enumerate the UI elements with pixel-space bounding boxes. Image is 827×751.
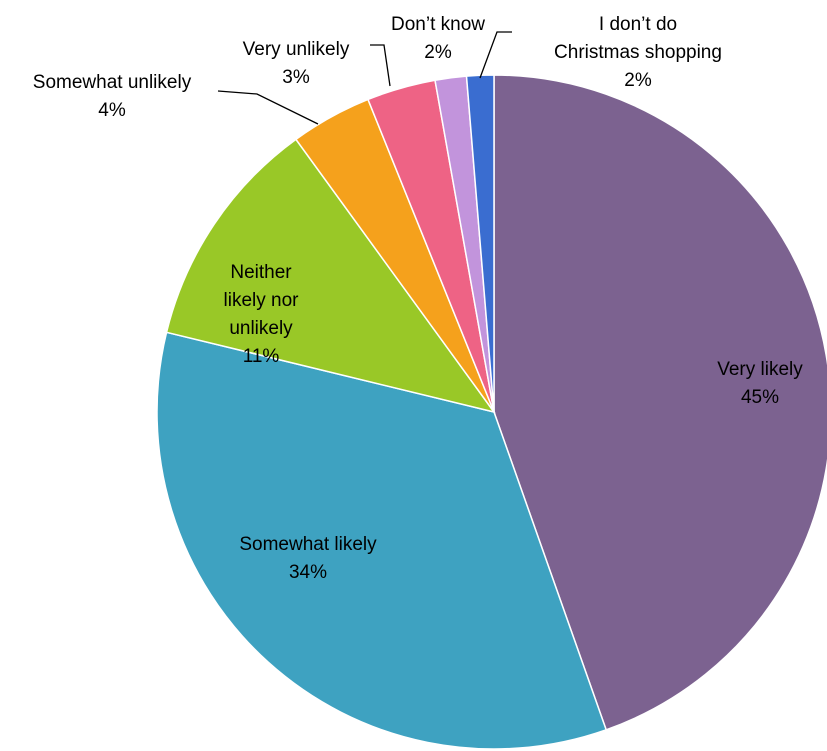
leader-line-very-unlikely bbox=[370, 44, 391, 87]
slice-label-somewhat-likely: Somewhat likely 34% bbox=[239, 534, 377, 583]
slice-label-line: unlikely bbox=[229, 318, 293, 339]
slice-labels: Very likely 45% Somewhat likely 34% Neither l… bbox=[33, 14, 803, 583]
leader-line-dont-know bbox=[479, 31, 512, 79]
slice-label-line: Neither bbox=[230, 262, 292, 283]
slice-label-line: likely nor bbox=[224, 290, 300, 311]
slice-percent-label: 2% bbox=[624, 70, 652, 91]
slice-very-likely bbox=[493, 74, 827, 731]
slice-label-i-dont-do-christmas-shopping: I don’t do Christmas shopping 2% bbox=[554, 14, 722, 91]
slice-label-neither-likely-nor-unlikely: Neither likely nor unlikely 11% bbox=[224, 262, 300, 367]
slice-percent-label: 3% bbox=[282, 67, 310, 88]
slice-label-dont-know: Don’t know 2% bbox=[391, 14, 485, 63]
slice-label-very-likely: Very likely 45% bbox=[717, 359, 803, 408]
slice-neither-likely-nor-unlikely bbox=[165, 138, 496, 414]
slice-label-line: Christmas shopping bbox=[554, 42, 722, 63]
pie-slices bbox=[156, 74, 827, 750]
leader-line-somewhat-unlikely bbox=[217, 90, 319, 125]
slice-label-line: Somewhat unlikely bbox=[33, 72, 192, 93]
slice-percent-label: 2% bbox=[424, 42, 452, 63]
slice-i-dont-do-christmas-shopping bbox=[465, 74, 495, 413]
slice-label-line: I don’t do bbox=[599, 14, 677, 35]
slice-percent-label: 34% bbox=[289, 562, 327, 583]
slice-label-somewhat-unlikely: Somewhat unlikely 4% bbox=[33, 72, 192, 121]
slice-label-line: Don’t know bbox=[391, 14, 485, 35]
slice-label-very-unlikely: Very unlikely 3% bbox=[243, 39, 350, 88]
slice-percent-label: 45% bbox=[741, 387, 779, 408]
slice-percent-label: 11% bbox=[243, 346, 280, 367]
leader-lines bbox=[217, 31, 512, 125]
slice-label-line: Very likely bbox=[717, 359, 803, 380]
slice-percent-label: 4% bbox=[98, 100, 126, 121]
slice-label-line: Somewhat likely bbox=[239, 534, 377, 555]
slice-label-line: Very unlikely bbox=[243, 39, 350, 60]
slice-somewhat-likely bbox=[156, 331, 608, 750]
